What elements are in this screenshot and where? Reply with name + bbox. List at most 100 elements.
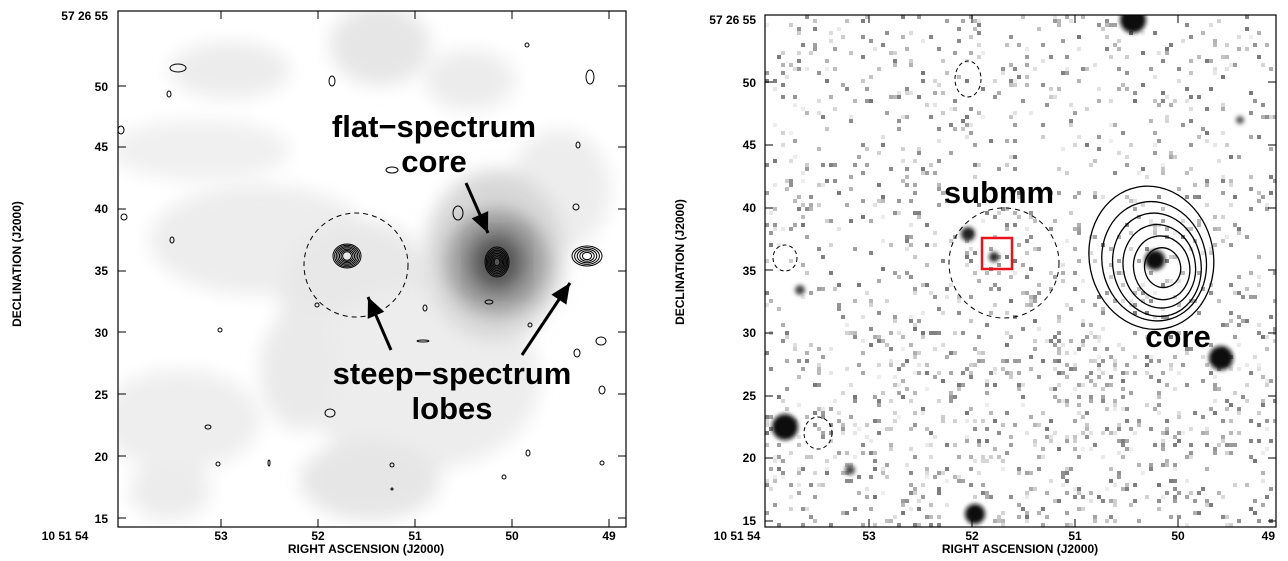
noise-pixel: [1029, 303, 1033, 307]
core-contour: [489, 252, 505, 272]
noise-pixel: [813, 411, 817, 415]
noise-pixel: [873, 203, 877, 207]
noise-contour: [598, 385, 606, 395]
lobe-arrow-left-head: [367, 297, 385, 319]
noise-pixel: [1061, 471, 1065, 475]
noise-pixel: [1133, 355, 1137, 359]
noise-pixel: [1193, 411, 1197, 415]
noise-pixel: [821, 115, 825, 119]
noise-pixel: [1029, 267, 1033, 271]
noise-pixel: [913, 355, 917, 359]
noise-pixel: [865, 99, 869, 103]
noise-pixel: [1113, 499, 1117, 503]
noise-pixel: [909, 507, 913, 511]
noise-pixel: [905, 499, 909, 503]
noise-pixel: [1021, 395, 1025, 399]
noise-pixel: [945, 71, 949, 75]
noise-pixel: [973, 459, 977, 463]
noise-pixel: [869, 507, 873, 511]
noise-pixel: [921, 311, 925, 315]
noise-pixel: [981, 87, 985, 91]
noise-pixel: [1205, 467, 1209, 471]
noise-pixel: [829, 439, 833, 443]
noise-pixel: [1133, 91, 1137, 95]
noise-pixel: [1033, 423, 1037, 427]
noise-contour: [314, 302, 320, 308]
noise-pixel: [1173, 231, 1177, 235]
noise-pixel: [1133, 311, 1137, 315]
noise-pixel: [1097, 87, 1101, 91]
noise-pixel: [1133, 207, 1137, 211]
noise-pixel: [1097, 355, 1101, 359]
noise-pixel: [1037, 375, 1041, 379]
noise-pixel: [965, 411, 969, 415]
noise-pixel: [877, 199, 881, 203]
noise-pixel: [969, 131, 973, 135]
noise-pixel: [861, 371, 865, 375]
noise-pixel: [773, 475, 777, 479]
noise-pixel: [1237, 275, 1241, 279]
noise-pixel: [921, 483, 925, 487]
noise-pixel: [1245, 319, 1249, 323]
noise-pixel: [961, 19, 965, 23]
noise-pixel: [941, 415, 945, 419]
noise-pixel: [929, 35, 933, 39]
noise-pixel: [1089, 163, 1093, 167]
noise-pixel: [781, 131, 785, 135]
noise-pixel: [773, 87, 777, 91]
noise-pixel: [789, 23, 793, 27]
noise-pixel: [1061, 343, 1065, 347]
noise-pixel: [1009, 495, 1013, 499]
noise-pixel: [837, 227, 841, 231]
noise-pixel: [965, 419, 969, 423]
noise-pixel: [1173, 99, 1177, 103]
noise-pixel: [1121, 131, 1125, 135]
noise-pixel: [1085, 143, 1089, 147]
noise-pixel: [893, 515, 897, 519]
noise-pixel: [773, 207, 777, 211]
noise-pixel: [989, 311, 993, 315]
noise-pixel: [821, 407, 825, 411]
noise-pixel: [953, 419, 957, 423]
noise-pixel: [933, 103, 937, 107]
noise-pixel: [957, 75, 961, 79]
noise-pixel: [925, 443, 929, 447]
noise-pixel: [1265, 43, 1269, 47]
noise-pixel: [821, 411, 825, 415]
noise-pixel: [829, 243, 833, 247]
steep-spectrum-label: steep−spectrum: [333, 356, 572, 391]
noise-pixel: [857, 363, 861, 367]
noise-pixel: [1157, 395, 1161, 399]
left-xtick-0: 10 51 54: [42, 529, 89, 543]
noise-pixel: [1241, 319, 1245, 323]
noise-pixel: [1169, 155, 1173, 159]
noise-pixel: [1073, 367, 1077, 371]
noise-pixel: [1241, 295, 1245, 299]
noise-pixel: [809, 455, 813, 459]
noise-pixel: [821, 183, 825, 187]
noise-pixel: [829, 431, 833, 435]
noise-pixel: [945, 443, 949, 447]
noise-pixel: [1261, 63, 1265, 67]
noise-pixel: [993, 383, 997, 387]
noise-pixel: [1017, 43, 1021, 47]
noise-pixel: [949, 283, 953, 287]
noise-pixel: [1269, 115, 1273, 119]
noise-pixel: [1245, 27, 1249, 31]
noise-pixel: [1237, 315, 1241, 319]
noise-contour: [169, 63, 187, 73]
noise-pixel: [1009, 155, 1013, 159]
noise-pixel: [1161, 443, 1165, 447]
noise-pixel: [825, 467, 829, 471]
noise-pixel: [1185, 87, 1189, 91]
noise-pixel: [1077, 231, 1081, 235]
noise-pixel: [925, 223, 929, 227]
noise-pixel: [1125, 439, 1129, 443]
noise-pixel: [1213, 43, 1217, 47]
noise-pixel: [861, 443, 865, 447]
noise-pixel: [965, 255, 969, 259]
noise-pixel: [869, 327, 873, 331]
negative-contour: [803, 416, 833, 450]
noise-pixel: [1197, 55, 1201, 59]
noise-pixel: [869, 219, 873, 223]
